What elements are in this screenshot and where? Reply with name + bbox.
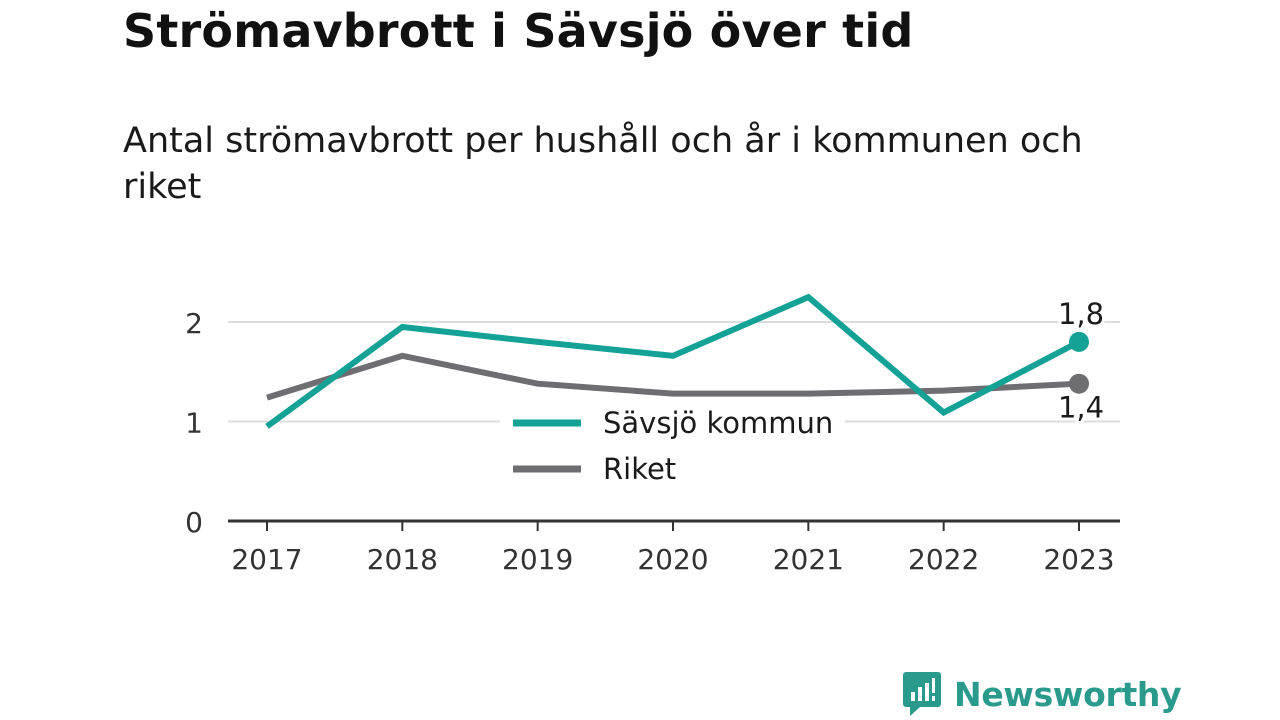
series-line xyxy=(266,352,1080,401)
y-tick-label: 2 xyxy=(185,307,203,340)
end-value-label: 1,4 xyxy=(1058,391,1104,425)
chart-title: Strömavbrott i Sävsjö över tid xyxy=(123,4,914,58)
x-tick-label: 2019 xyxy=(502,543,573,576)
x-tick-label: 2017 xyxy=(231,543,302,576)
newsworthy-logo-icon xyxy=(903,672,941,716)
end-value-label: 1,8 xyxy=(1058,297,1104,331)
x-tick-label: 2021 xyxy=(773,543,844,576)
chart-subtitle: Antal strömavbrott per hushåll och år i … xyxy=(123,121,1083,207)
x-tick-label: 2020 xyxy=(637,543,708,576)
y-tick-label: 1 xyxy=(185,407,203,440)
legend-label: Riket xyxy=(603,452,676,486)
line-layer xyxy=(265,293,1081,429)
axis-layer: 0 1 2 2017 2018 2019 2020 2021 2022 2023 xyxy=(185,307,1120,576)
x-tick-label: 2018 xyxy=(367,543,438,576)
legend-layer: Sävsjö kommun Riket xyxy=(500,404,845,494)
x-tick-label: 2023 xyxy=(1043,543,1114,576)
brand-name: Newsworthy xyxy=(954,674,1182,714)
end-point-marker xyxy=(1069,331,1089,352)
end-point-marker xyxy=(1069,373,1089,394)
x-tick-label: 2022 xyxy=(908,543,979,576)
brand-logo: Newsworthy xyxy=(902,670,1182,718)
legend-label: Sävsjö kommun xyxy=(603,406,833,440)
legend-background xyxy=(500,404,845,494)
series-line xyxy=(265,293,1081,429)
y-tick-label: 0 xyxy=(185,506,203,539)
label-layer: 1,8 1,4 xyxy=(1055,294,1107,428)
